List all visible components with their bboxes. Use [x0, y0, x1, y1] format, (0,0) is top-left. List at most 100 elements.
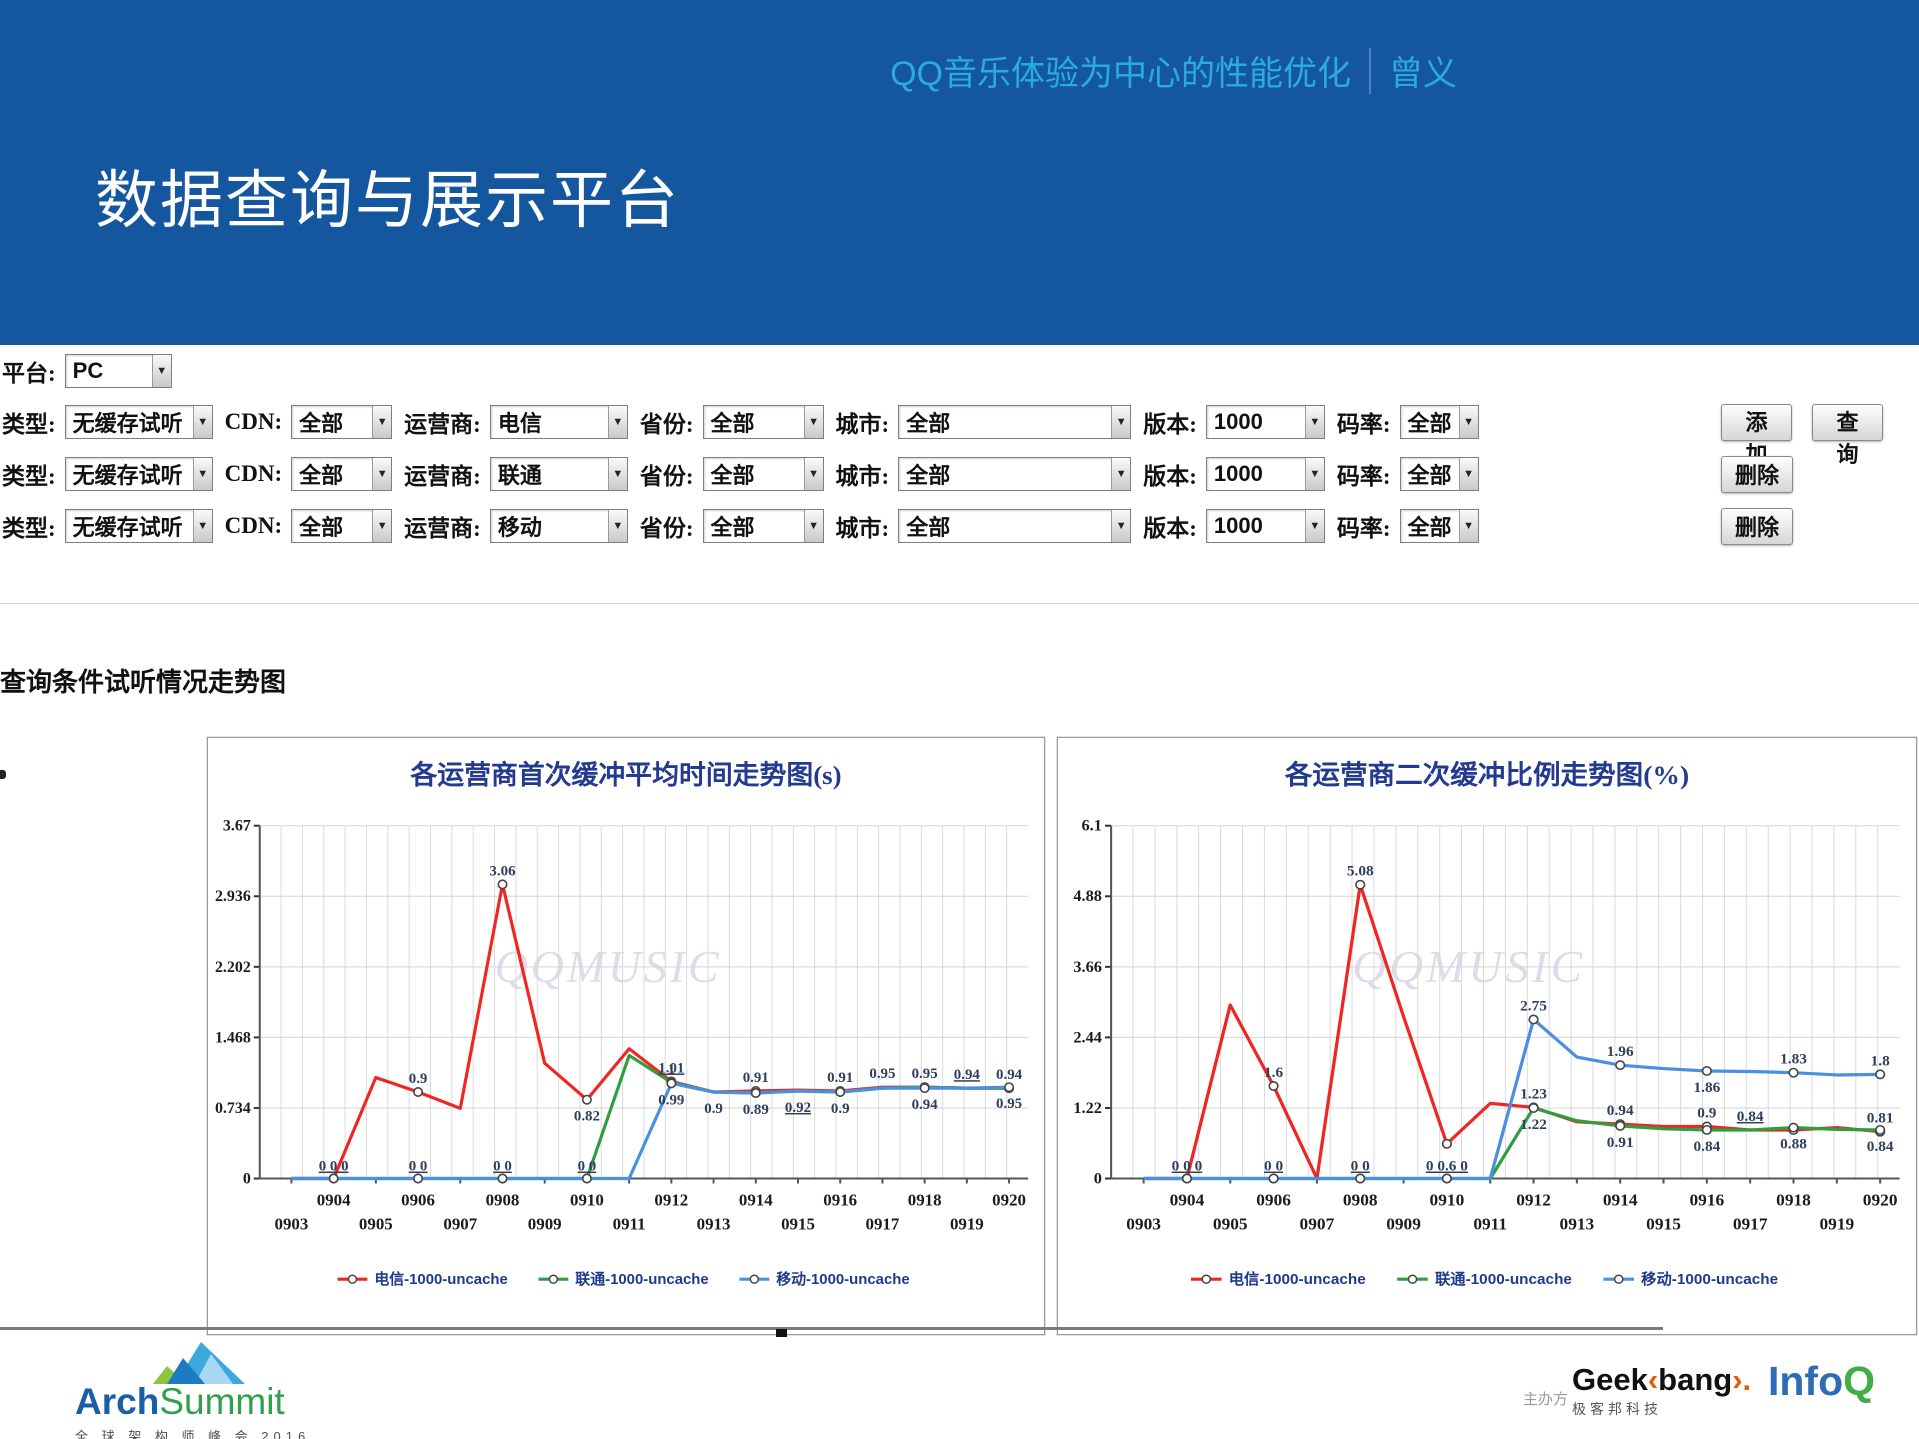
chevron-down-icon[interactable]: ▼ [803, 510, 823, 542]
type-select[interactable]: 无缓存试听 ▼ [64, 457, 213, 491]
svg-text:1.83: 1.83 [1780, 1052, 1807, 1068]
svg-text:0920: 0920 [1863, 1191, 1898, 1210]
svg-text:0903: 0903 [275, 1214, 309, 1233]
platform-select[interactable]: PC ▼ [64, 354, 172, 388]
province-value: 全部 [710, 411, 755, 436]
chevron-down-icon[interactable]: ▼ [372, 406, 392, 438]
svg-text:0912: 0912 [654, 1190, 688, 1209]
delete-button[interactable]: 删除 [1721, 455, 1794, 493]
version-select[interactable]: 1000 ▼ [1205, 509, 1325, 543]
svg-text:0.88: 0.88 [1780, 1137, 1807, 1153]
chevron-down-icon[interactable]: ▼ [192, 510, 212, 542]
chevron-down-icon[interactable]: ▼ [607, 406, 627, 438]
svg-text:0910: 0910 [570, 1190, 604, 1209]
chevron-down-icon[interactable]: ▼ [151, 355, 171, 387]
chevron-down-icon[interactable]: ▼ [607, 458, 627, 490]
svg-text:0910: 0910 [1430, 1191, 1465, 1210]
type-value: 无缓存试听 [72, 515, 183, 540]
add-button[interactable]: 添加 [1721, 403, 1792, 467]
city-value: 全部 [906, 463, 951, 488]
bitrate-select[interactable]: 全部 ▼ [1399, 405, 1479, 439]
chevron-down-icon[interactable]: ▼ [1458, 458, 1478, 490]
svg-text:0918: 0918 [908, 1190, 942, 1209]
svg-text:0 0: 0 0 [493, 1159, 512, 1175]
platform-value: PC [72, 358, 104, 383]
chevron-down-icon[interactable]: ▼ [1304, 406, 1324, 438]
svg-text:0.9: 0.9 [1697, 1106, 1717, 1122]
city-label: 城市: [835, 464, 890, 489]
scrollbar-fragment [776, 1329, 787, 1337]
svg-text:0.81: 0.81 [1867, 1111, 1894, 1127]
svg-text:0914: 0914 [1603, 1191, 1638, 1210]
province-select[interactable]: 全部 ▼ [702, 457, 824, 491]
svg-text:0905: 0905 [1213, 1215, 1248, 1234]
deck-title: QQ音乐体验为中心的性能优化 [890, 55, 1351, 93]
bitrate-select[interactable]: 全部 ▼ [1399, 509, 1479, 543]
chevron-down-icon[interactable]: ▼ [1304, 458, 1324, 490]
chart-panel-second-buffer: 各运营商二次缓冲比例走势图(%) QQMUSIC 0 1.22 2.44 3.66 4.88… [1057, 737, 1917, 1335]
type-select[interactable]: 无缓存试听 ▼ [64, 405, 213, 439]
isp-value: 联通 [497, 463, 542, 488]
version-select[interactable]: 1000 ▼ [1205, 405, 1325, 439]
isp-select[interactable]: 联通 ▼ [489, 457, 628, 491]
svg-text:0.82: 0.82 [574, 1109, 600, 1125]
row-buttons: 添加 查询 [1721, 403, 1883, 467]
chevron-down-icon[interactable]: ▼ [803, 406, 823, 438]
bullet-dot [0, 770, 6, 779]
chart-panel-first-buffer: 各运营商首次缓冲平均时间走势图(s) QQMUSIC 0 0.734 1.468 2.20… [207, 737, 1045, 1335]
chevron-down-icon[interactable]: ▼ [803, 458, 823, 490]
svg-text:6.1: 6.1 [1082, 818, 1102, 835]
archsummit-logo: ArchSummit 全 球 架 构 师 峰 会 2016 [75, 1342, 305, 1439]
cdn-select[interactable]: 全部 ▼ [291, 457, 393, 491]
chevron-down-icon[interactable]: ▼ [1458, 510, 1478, 542]
version-value: 1000 [1213, 409, 1263, 434]
chevron-down-icon[interactable]: ▼ [192, 406, 212, 438]
svg-text:0.9: 0.9 [409, 1071, 428, 1087]
city-select[interactable]: 全部 ▼ [898, 509, 1132, 543]
bitrate-select[interactable]: 全部 ▼ [1399, 457, 1479, 491]
isp-select[interactable]: 移动 ▼ [489, 509, 628, 543]
svg-text:0.91: 0.91 [1607, 1135, 1634, 1151]
svg-text:0913: 0913 [697, 1214, 731, 1233]
chevron-down-icon[interactable]: ▼ [1458, 406, 1478, 438]
page-bottom-rule [0, 1327, 1663, 1330]
mountain-icon [153, 1342, 245, 1384]
svg-text:0908: 0908 [486, 1190, 520, 1209]
svg-text:2.75: 2.75 [1520, 999, 1547, 1015]
type-select[interactable]: 无缓存试听 ▼ [64, 509, 213, 543]
chevron-down-icon[interactable]: ▼ [1111, 406, 1131, 438]
query-button[interactable]: 查询 [1812, 403, 1883, 467]
svg-text:2.202: 2.202 [215, 959, 251, 976]
svg-text:联通-1000-uncache: 联通-1000-uncache [1435, 1271, 1572, 1288]
chevron-down-icon[interactable]: ▼ [192, 458, 212, 490]
city-select[interactable]: 全部 ▼ [898, 457, 1132, 491]
cdn-value: 全部 [299, 515, 344, 540]
chevron-down-icon[interactable]: ▼ [372, 510, 392, 542]
province-select[interactable]: 全部 ▼ [702, 509, 824, 543]
cdn-select[interactable]: 全部 ▼ [291, 405, 393, 439]
version-label: 版本: [1143, 516, 1197, 541]
version-select[interactable]: 1000 ▼ [1205, 457, 1325, 491]
cdn-select[interactable]: 全部 ▼ [291, 509, 393, 543]
chevron-down-icon[interactable]: ▼ [1304, 510, 1324, 542]
chevron-down-icon[interactable]: ▼ [372, 458, 392, 490]
chevron-down-icon[interactable]: ▼ [607, 510, 627, 542]
svg-text:2.936: 2.936 [215, 888, 251, 905]
chevron-down-icon[interactable]: ▼ [1111, 510, 1131, 542]
svg-text:联通-1000-uncache: 联通-1000-uncache [575, 1271, 708, 1288]
bitrate-value: 全部 [1407, 515, 1452, 540]
delete-button[interactable]: 删除 [1721, 507, 1794, 545]
svg-text:0911: 0911 [613, 1214, 646, 1233]
isp-label: 运营商: [404, 412, 481, 437]
svg-text:0 0: 0 0 [1351, 1159, 1370, 1175]
province-select[interactable]: 全部 ▼ [702, 405, 824, 439]
svg-text:0.9: 0.9 [831, 1101, 850, 1117]
header-right: QQ音乐体验为中心的性能优化 曾义 [890, 46, 1457, 95]
version-value: 1000 [1213, 513, 1263, 538]
filter-row-3: 类型: 无缓存试听 ▼ CDN: 全部 ▼ 运营商: 移动 ▼ 省份: 全部 ▼ 城市:… [2, 507, 1883, 545]
province-label: 省份: [639, 516, 694, 541]
city-select[interactable]: 全部 ▼ [898, 405, 1132, 439]
isp-select[interactable]: 电信 ▼ [489, 405, 628, 439]
chevron-down-icon[interactable]: ▼ [1111, 458, 1131, 490]
svg-text:0917: 0917 [866, 1214, 900, 1233]
